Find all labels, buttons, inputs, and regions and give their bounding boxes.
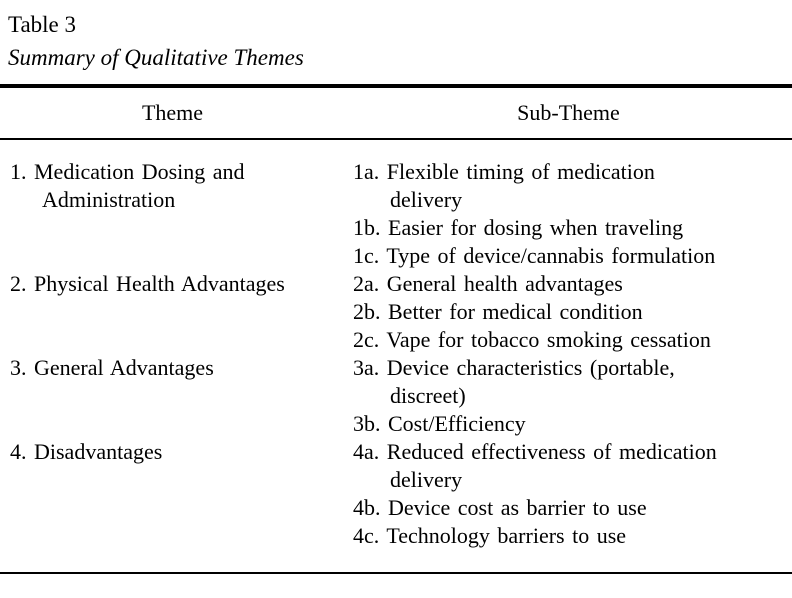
subtheme-item: 4a. Reduced effectiveness of medication …	[353, 439, 717, 492]
subtheme-item: 3a. Device characteristics (portable, di…	[353, 355, 675, 408]
subtheme-list: 3a. Device characteristics (portable, di…	[345, 354, 792, 438]
table-row: 2. Physical Health Advantages 2a. General…	[0, 270, 792, 354]
table-header-row: Theme Sub-Theme	[0, 88, 792, 138]
column-header-theme: Theme	[141, 100, 204, 125]
table-row: 3. General Advantages 3a. Device characte…	[0, 354, 792, 438]
table-body: 1. Medication Dosing and Administration 1…	[0, 140, 792, 572]
header-rule	[0, 138, 792, 140]
subtheme-list: 4a. Reduced effectiveness of medication …	[345, 438, 792, 550]
subtheme-item: 4c. Technology barriers to use	[353, 523, 627, 548]
subtheme-item: 1b. Easier for dosing when traveling	[353, 215, 684, 240]
theme-cell: 2. Physical Health Advantages	[10, 271, 285, 296]
subtheme-list: 2a. General health advantages 2b. Better …	[345, 270, 792, 354]
subtheme-item: 2a. General health advantages	[353, 271, 623, 296]
top-rule	[0, 84, 792, 88]
subtheme-list: 1a. Flexible timing of medication delive…	[345, 158, 792, 270]
column-header-subtheme: Sub-Theme	[517, 100, 620, 125]
table-caption: Table 3 Summary of Qualitative Themes	[0, 0, 792, 74]
table-row: 1. Medication Dosing and Administration 1…	[0, 158, 792, 270]
subtheme-item: 4b. Device cost as barrier to use	[353, 495, 647, 520]
subtheme-item: 1a. Flexible timing of medication delive…	[353, 159, 655, 212]
theme-cell: 1. Medication Dosing and Administration	[10, 159, 245, 212]
table-row: 4. Disadvantages 4a. Reduced effectivenes…	[0, 438, 792, 550]
theme-cell: 4. Disadvantages	[10, 439, 163, 464]
subtheme-item: 2c. Vape for tobacco smoking cessation	[353, 327, 711, 352]
subtheme-item: 2b. Better for medical condition	[353, 299, 643, 324]
subtheme-item: 1c. Type of device/cannabis formulation	[353, 243, 716, 268]
bottom-rule	[0, 572, 792, 574]
theme-cell: 3. General Advantages	[10, 355, 214, 380]
table-title: Summary of Qualitative Themes	[8, 45, 304, 70]
table-label: Table 3	[8, 12, 77, 37]
subtheme-item: 3b. Cost/Efficiency	[353, 411, 526, 436]
